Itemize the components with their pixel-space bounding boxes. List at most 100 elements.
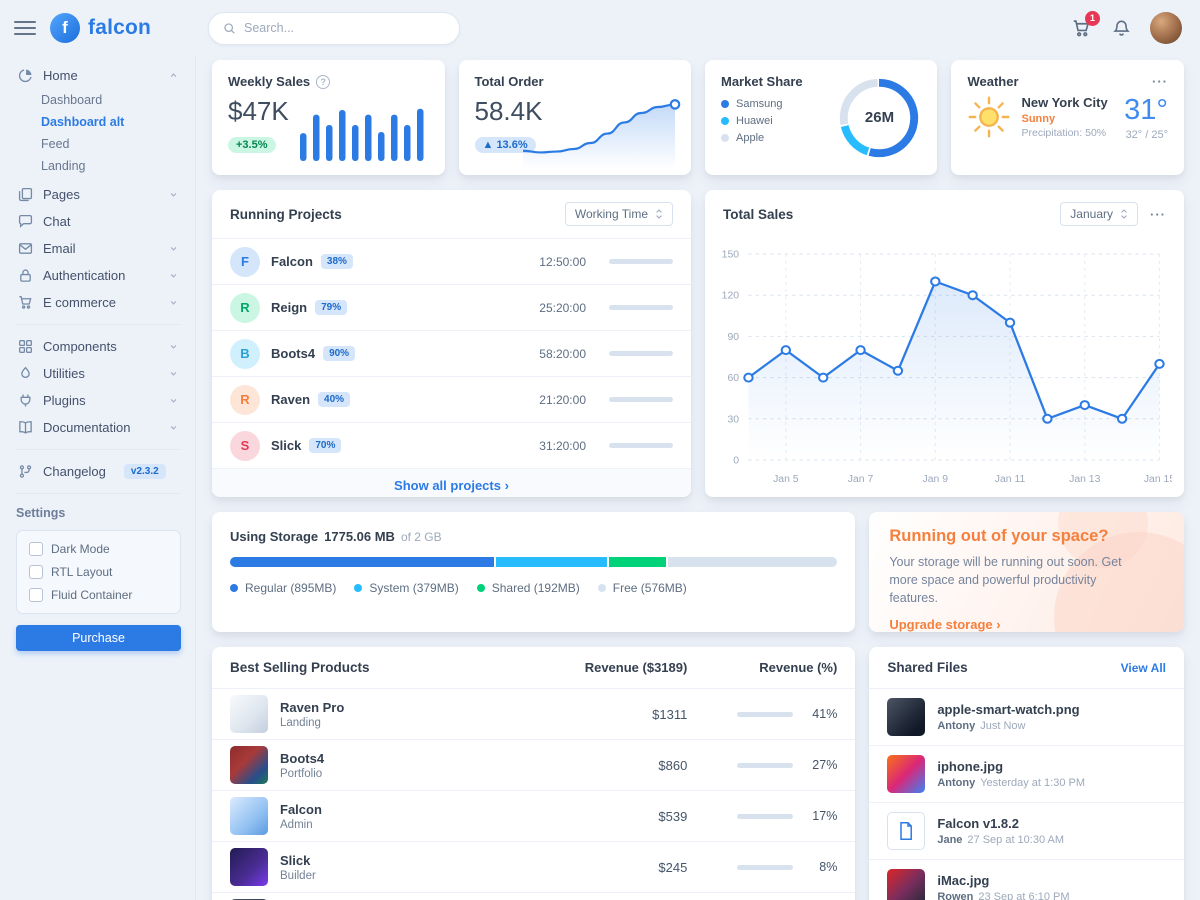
project-avatar: B [230,338,260,369]
legend-dot [721,100,729,108]
svg-text:Jan 11: Jan 11 [995,474,1026,485]
working-time-select[interactable]: Working Time [564,202,673,226]
sidebar-item-label: Home [43,68,78,83]
card-menu-icon[interactable]: ··· [1150,206,1166,222]
product-category-link[interactable]: Builder [280,869,316,882]
search-input[interactable] [244,21,445,35]
sun-icon [967,95,1011,139]
product-name[interactable]: Raven Pro [280,699,345,715]
product-name[interactable]: Slick [280,852,311,868]
file-name[interactable]: iMac.jpg [937,873,990,888]
product-category-link[interactable]: Admin [280,818,313,831]
fluid-container-checkbox[interactable] [29,588,43,602]
file-name[interactable]: Falcon v1.8.2 [937,816,1019,831]
project-name[interactable]: Reign [271,300,308,315]
hamburger-menu-button[interactable] [14,19,36,37]
fluid-container-option[interactable]: Fluid Container [29,588,168,602]
file-owner-link[interactable]: Jane [937,834,963,846]
space-card-body: Your storage will be running out soon. G… [889,555,1122,606]
project-name[interactable]: Boots4 [271,346,316,361]
sidebar-item-e-commerce[interactable]: E commerce [16,289,181,316]
sidebar-item-changelog[interactable]: Changelog v2.3.2 [16,458,181,485]
sidebar-item-dashboard-alt[interactable]: Dashboard alt [41,115,125,129]
project-percent-badge: 40% [318,392,351,407]
sidebar-item-components[interactable]: Components [16,333,181,360]
rtl-layout-checkbox[interactable] [29,565,43,579]
sidebar-item-chat[interactable]: Chat [16,208,181,235]
sidebar-divider [16,449,181,450]
project-percent-badge: 70% [309,438,342,453]
legend-dot [721,117,729,125]
month-select[interactable]: January [1060,202,1138,226]
project-row-reign: R Reign 79% 25:20:00 [212,284,691,330]
help-icon[interactable]: ? [316,74,331,89]
product-name[interactable]: Boots4 [280,750,325,766]
file-owner-link[interactable]: Antony [937,720,976,732]
file-timestamp: Yesterday at 1:30 PM [980,777,1085,789]
notifications-button[interactable] [1110,17,1133,40]
sidebar-item-documentation[interactable]: Documentation [16,414,181,441]
project-time: 12:50:00 [539,254,586,269]
file-name[interactable]: iphone.jpg [937,759,1004,774]
sidebar-item-pages[interactable]: Pages [16,181,181,208]
falcon-logo-icon: f [50,13,80,43]
project-name[interactable]: Slick [271,438,302,453]
user-avatar[interactable] [1150,12,1182,44]
storage-total: of 2 GB [400,530,442,544]
dark-mode-option[interactable]: Dark Mode [29,542,168,556]
storage-segment-system-379mb [495,557,608,567]
project-percent-badge: 38% [320,254,353,269]
weekly-sales-card: Weekly Sales ? $47K +3.5% [212,60,445,175]
shared-files-title: Shared Files [887,660,968,675]
card-menu-icon[interactable]: ··· [1152,74,1168,89]
show-all-projects-link[interactable]: Show all projects › [394,478,509,493]
product-category-link[interactable]: Portfolio [280,767,323,780]
file-name[interactable]: apple-smart-watch.png [937,702,1080,717]
sidebar-item-feed[interactable]: Feed [41,137,70,151]
dark-mode-checkbox[interactable] [29,542,43,556]
legend-item-huawei: Huawei [721,115,921,127]
chevron-down-icon [168,297,179,308]
sidebar-item-email[interactable]: Email [16,235,181,262]
total-order-card: Total Order 58.4K ▲ 13.6% [458,60,691,175]
product-name[interactable]: Falcon [280,801,322,817]
search-box[interactable] [208,11,460,45]
brand-logo[interactable]: f falcon [50,13,151,43]
product-percent-bar [737,711,794,717]
view-all-link[interactable]: View All [1120,660,1166,675]
market-share-donut-chart: 26M [835,74,923,162]
revenue-percent-column-header: Revenue (%) [759,660,838,675]
project-name[interactable]: Falcon [271,254,313,269]
cart-button[interactable]: 1 [1070,10,1100,40]
sidebar-item-label: Plugins [43,393,86,408]
files-list: apple-smart-watch.png Antony Just Now iph… [869,689,1184,900]
total-order-line-chart [519,93,683,169]
product-revenue: $539 [658,808,688,824]
file-owner-link[interactable]: Antony [937,777,976,789]
file-owner-link[interactable]: Rowen [937,891,974,900]
storage-title: Using Storage [230,529,319,544]
sidebar-item-landing[interactable]: Landing [41,159,86,173]
product-category-link[interactable]: Landing [280,716,321,729]
upgrade-storage-link[interactable]: Upgrade storage › [889,617,1001,632]
file-thumbnail [887,755,926,793]
project-name[interactable]: Raven [271,392,311,407]
project-row-raven: R Raven 40% 21:20:00 [212,376,691,422]
storage-progress-bar [230,557,838,567]
sidebar-item-dashboard[interactable]: Dashboard [41,93,103,107]
project-progress-bar [609,397,673,402]
weather-title: Weather [967,74,1019,89]
sidebar-item-authentication[interactable]: Authentication [16,262,181,289]
svg-text:150: 150 [722,250,740,261]
chevron-up-icon [168,70,179,81]
chevron-down-icon [168,395,179,406]
rtl-layout-option[interactable]: RTL Layout [29,565,168,579]
sidebar-item-utilities[interactable]: Utilities [16,360,181,387]
sidebar-item-plugins[interactable]: Plugins [16,387,181,414]
svg-text:Jan 9: Jan 9 [923,474,949,485]
sidebar-item-label: Utilities [43,366,85,381]
settings-box: Dark Mode RTL Layout Fluid Container [16,530,181,614]
purchase-button[interactable]: Purchase [16,625,181,651]
sidebar-item-home[interactable]: Home [16,62,181,89]
working-time-value: Working Time [574,207,648,221]
